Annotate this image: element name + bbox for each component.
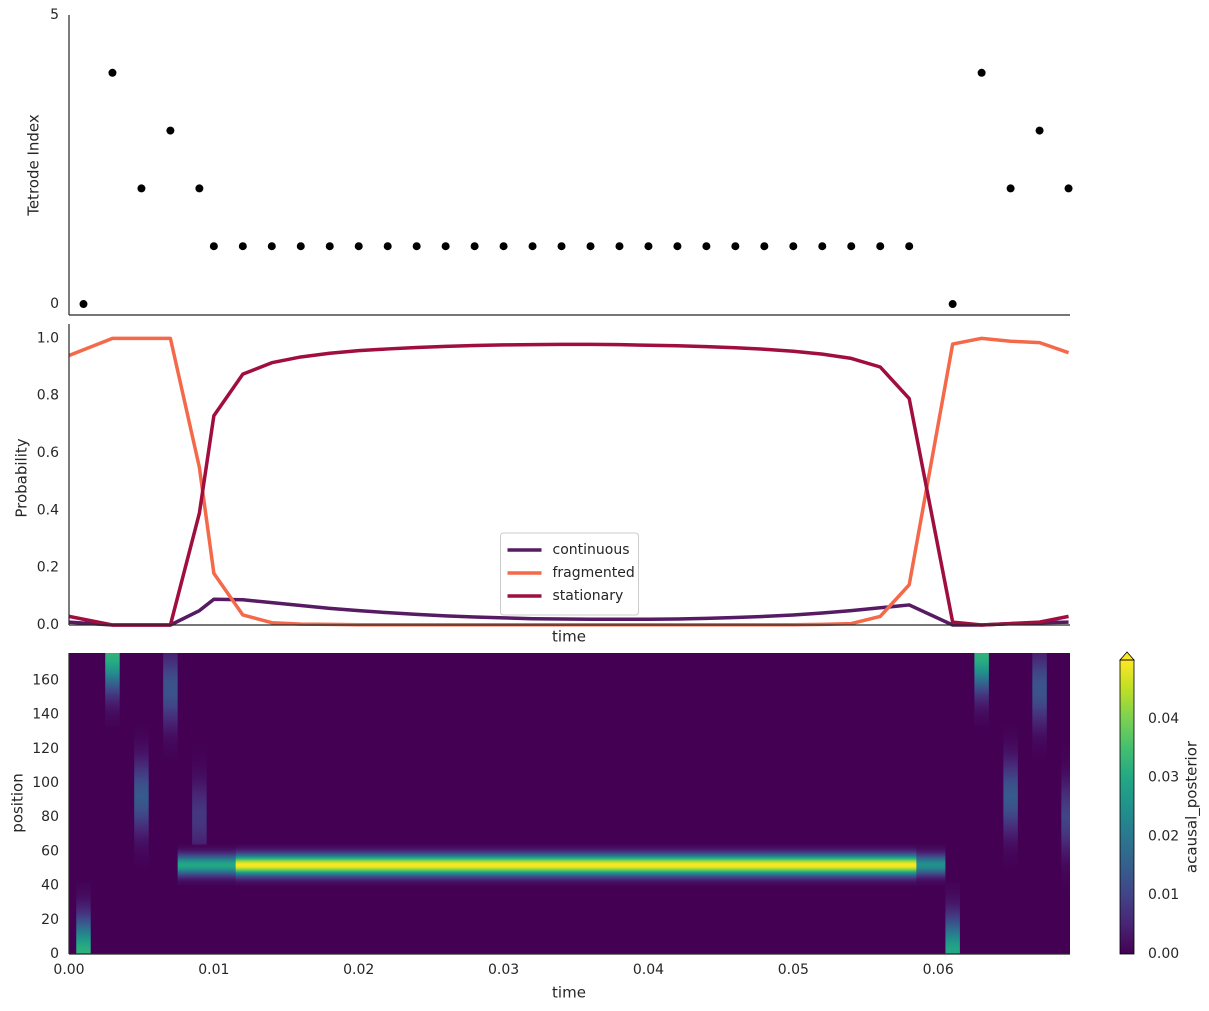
- spike: [79, 300, 88, 309]
- colorbar-tick-label: 0.00: [1148, 946, 1179, 962]
- colorbar: [1120, 660, 1134, 954]
- posterior-cell: [235, 844, 917, 886]
- spike: [586, 242, 595, 251]
- colorbar-tick-label: 0.03: [1148, 770, 1179, 786]
- spike: [1035, 126, 1044, 135]
- spike: [209, 242, 218, 251]
- posterior-cell: [1003, 724, 1018, 869]
- spike: [557, 242, 566, 251]
- posterior-cell: [134, 724, 149, 869]
- y-tick-label: 20: [41, 912, 59, 928]
- x-tick-label: 0.02: [343, 962, 374, 978]
- colorbar-tick-label: 0.04: [1148, 711, 1179, 727]
- x-tick-label: 0.01: [198, 962, 229, 978]
- spike: [977, 68, 986, 77]
- y-tick-label: 0.0: [37, 617, 59, 633]
- y-tick-label: 140: [32, 707, 59, 723]
- y-tick-label: 100: [32, 775, 59, 791]
- spike: [137, 184, 146, 193]
- spike: [615, 242, 624, 251]
- y-tick-label: 0.6: [37, 445, 59, 461]
- spike: [325, 242, 334, 251]
- colorbar-frame: [1119, 659, 1135, 955]
- x-tick-label: 0.06: [923, 962, 954, 978]
- spike: [267, 242, 276, 251]
- y-tick-label: 0.2: [37, 560, 59, 576]
- x-tick-label: 0.03: [488, 962, 519, 978]
- posterior-cell: [163, 653, 178, 761]
- posterior-cell: [974, 653, 989, 727]
- spike: [108, 68, 117, 77]
- y-tick-label: 120: [32, 741, 59, 757]
- spike: [195, 184, 204, 193]
- spike: [412, 242, 421, 251]
- posterior-cell: [177, 844, 236, 886]
- spike: [441, 242, 450, 251]
- spike: [731, 242, 740, 251]
- spike: [354, 242, 363, 251]
- y-tick-label: 0.4: [37, 502, 59, 518]
- spike: [296, 242, 305, 251]
- legend-label: stationary: [553, 588, 624, 604]
- x-axis-label: time: [552, 984, 586, 1002]
- spike: [948, 300, 957, 309]
- posterior-cell: [105, 653, 120, 727]
- spike: [1006, 184, 1015, 193]
- spike: [905, 242, 914, 251]
- x-tick-label: 0.04: [633, 962, 664, 978]
- posterior-cell: [76, 882, 91, 954]
- y-axis-label: Tetrode Index: [25, 114, 43, 217]
- colorbar-tick-label: 0.02: [1148, 828, 1179, 844]
- spike: [760, 242, 769, 251]
- posterior-cell: [1061, 745, 1070, 890]
- x-tick-label: 0.00: [53, 962, 84, 978]
- spike: [1064, 184, 1073, 193]
- x-tick-label: 0.05: [778, 962, 809, 978]
- spike: [876, 242, 885, 251]
- y-tick-label: 5: [50, 7, 59, 23]
- spike: [528, 242, 537, 251]
- heatmap-background: [69, 653, 1070, 954]
- heatmap: [69, 653, 1070, 954]
- spike: [470, 242, 479, 251]
- spike: [673, 242, 682, 251]
- y-tick-label: 80: [41, 809, 59, 825]
- series-line: [68, 342, 1069, 627]
- spike: [499, 242, 508, 251]
- colorbar-tick-label: 0.01: [1148, 887, 1179, 903]
- spike: [238, 242, 247, 251]
- legend: continuous fragmented stationary: [500, 532, 639, 616]
- posterior-cell: [916, 844, 946, 886]
- spike: [644, 242, 653, 251]
- colorbar-label: acausal_posterior: [1183, 740, 1202, 873]
- legend-label: continuous: [553, 542, 630, 558]
- x-axis-label: time: [552, 628, 586, 646]
- y-tick-label: 60: [41, 843, 59, 859]
- y-tick-label: 40: [41, 878, 59, 894]
- y-tick-label: 160: [32, 672, 59, 688]
- y-tick-label: 0.8: [37, 388, 59, 404]
- colorbar-extend: [1119, 651, 1135, 661]
- spike: [818, 242, 827, 251]
- legend-label: fragmented: [553, 565, 635, 581]
- spike: [166, 126, 175, 135]
- spike: [702, 242, 711, 251]
- posterior-cell: [945, 882, 960, 954]
- spike: [789, 242, 798, 251]
- spike: [847, 242, 856, 251]
- y-axis-label: position: [9, 773, 27, 832]
- posterior-cell: [1032, 653, 1047, 761]
- y-tick-label: 0: [50, 296, 59, 312]
- y-axis-label: Probability: [13, 438, 31, 517]
- y-tick-label: 0: [50, 946, 59, 962]
- spike: [383, 242, 392, 251]
- y-tick-label: 1.0: [37, 330, 59, 346]
